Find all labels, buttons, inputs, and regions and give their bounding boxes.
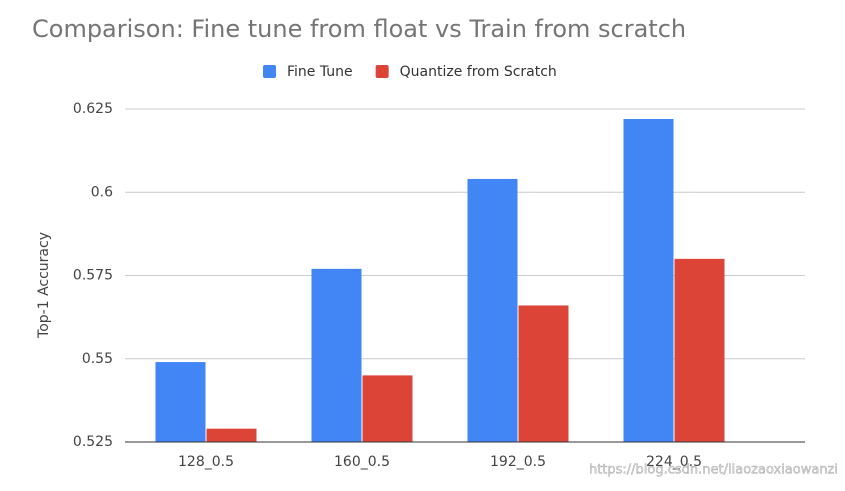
watermark: https://blog.csdn.net/liaozaoxiaowanzi [589, 463, 838, 478]
x-tick-label: 224_0.5 [646, 454, 702, 470]
legend-label: Fine Tune [287, 64, 353, 80]
chart-title: Comparison: Fine tune from float vs Trai… [32, 15, 686, 43]
bar [518, 305, 569, 442]
bar [155, 362, 206, 442]
bar [674, 258, 725, 442]
legend-swatch [375, 65, 389, 78]
legend-label: Quantize from Scratch [400, 64, 557, 80]
bar [467, 178, 518, 442]
y-axis-title: Top-1 Accuracy [36, 232, 52, 339]
x-tick-label: 160_0.5 [334, 454, 390, 470]
x-tick-label: 192_0.5 [490, 454, 546, 470]
x-tick-label: 128_0.5 [178, 454, 234, 470]
y-tick-label: 0.6 [91, 184, 113, 200]
legend-swatch [263, 65, 276, 78]
y-tick-label: 0.525 [73, 434, 113, 450]
bar [206, 428, 257, 442]
y-tick-label: 0.55 [82, 351, 113, 367]
bar [623, 118, 674, 443]
y-tick-label: 0.625 [73, 101, 113, 117]
bar [311, 268, 362, 442]
bar [362, 375, 413, 442]
y-tick-label: 0.575 [73, 268, 113, 284]
